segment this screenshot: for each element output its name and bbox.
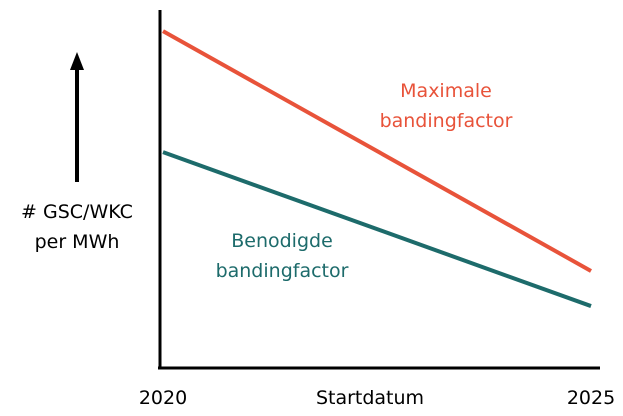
series-label: Benodigde bandingfactor	[215, 230, 349, 282]
line	[162, 150, 592, 308]
y-arrow-head	[70, 52, 84, 70]
series-label: Maximale bandingfactor	[379, 80, 513, 132]
x-axis-label: Startdatum	[316, 387, 424, 409]
y-axis-label: # GSC/WKC per MWh	[21, 201, 133, 253]
x-tick-label: 2025	[567, 387, 615, 409]
x-tick-label: 2020	[139, 387, 187, 409]
line	[162, 29, 592, 273]
